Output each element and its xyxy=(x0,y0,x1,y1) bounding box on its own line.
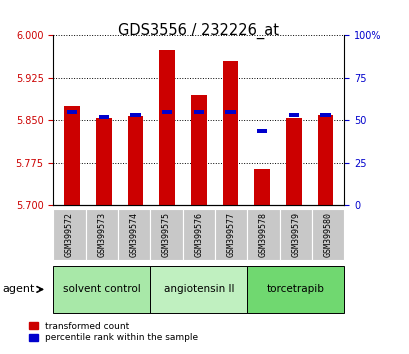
Bar xyxy=(317,115,333,205)
Text: GSM399577: GSM399577 xyxy=(226,212,235,257)
Bar xyxy=(256,129,267,132)
Text: GSM399576: GSM399576 xyxy=(194,212,203,257)
Text: GSM399574: GSM399574 xyxy=(129,212,138,257)
Text: GSM399579: GSM399579 xyxy=(291,212,300,257)
Bar xyxy=(288,113,298,117)
Legend: transformed count, percentile rank within the sample: transformed count, percentile rank withi… xyxy=(25,318,201,346)
Text: GSM399578: GSM399578 xyxy=(258,212,267,257)
Bar xyxy=(99,115,109,119)
Text: GSM399572: GSM399572 xyxy=(65,212,74,257)
Bar xyxy=(96,118,112,205)
Bar xyxy=(159,50,175,205)
Bar xyxy=(162,110,172,114)
Text: angiotensin II: angiotensin II xyxy=(163,284,234,295)
Bar xyxy=(254,169,270,205)
Bar xyxy=(319,113,330,117)
Bar xyxy=(130,113,140,117)
Text: torcetrapib: torcetrapib xyxy=(266,284,324,295)
Bar xyxy=(67,110,77,114)
Text: GSM399573: GSM399573 xyxy=(97,212,106,257)
Text: GDS3556 / 232226_at: GDS3556 / 232226_at xyxy=(118,23,279,39)
Bar xyxy=(193,110,204,114)
Bar xyxy=(191,95,206,205)
Bar xyxy=(222,61,238,205)
Bar xyxy=(225,110,235,114)
Text: GSM399575: GSM399575 xyxy=(162,212,171,257)
Bar xyxy=(285,118,301,205)
Text: solvent control: solvent control xyxy=(63,284,140,295)
Bar xyxy=(64,106,80,205)
Bar xyxy=(127,116,143,205)
Text: GSM399580: GSM399580 xyxy=(323,212,332,257)
Text: agent: agent xyxy=(2,284,34,295)
